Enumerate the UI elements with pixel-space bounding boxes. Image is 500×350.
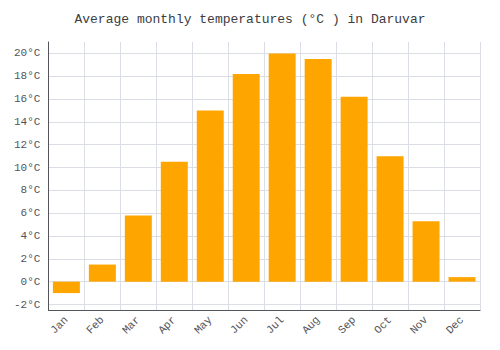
svg-text:Apr: Apr [156, 314, 178, 336]
svg-text:Jan: Jan [48, 314, 70, 336]
svg-text:4°C: 4°C [21, 230, 41, 242]
svg-text:Feb: Feb [84, 314, 106, 336]
svg-text:20°C: 20°C [14, 47, 41, 59]
svg-text:Nov: Nov [408, 314, 431, 337]
svg-text:2°C: 2°C [21, 253, 41, 265]
svg-text:May: May [192, 314, 215, 337]
svg-text:8°C: 8°C [21, 184, 41, 196]
svg-text:0°C: 0°C [21, 276, 41, 288]
svg-text:Mar: Mar [120, 314, 142, 336]
svg-text:10°C: 10°C [14, 162, 41, 174]
svg-text:Average monthly temperatures (: Average monthly temperatures (°C ) in Da… [74, 12, 425, 27]
svg-text:Jun: Jun [228, 314, 250, 336]
svg-text:14°C: 14°C [14, 116, 41, 128]
svg-text:-2°C: -2°C [14, 299, 41, 311]
svg-text:Aug: Aug [300, 314, 322, 336]
svg-text:Sep: Sep [336, 314, 358, 336]
svg-text:Oct: Oct [372, 314, 394, 336]
svg-text:Jul: Jul [264, 314, 286, 336]
svg-text:6°C: 6°C [21, 207, 41, 219]
svg-text:16°C: 16°C [14, 93, 41, 105]
svg-text:12°C: 12°C [14, 139, 41, 151]
svg-text:Dec: Dec [444, 314, 466, 336]
svg-text:18°C: 18°C [14, 70, 41, 82]
